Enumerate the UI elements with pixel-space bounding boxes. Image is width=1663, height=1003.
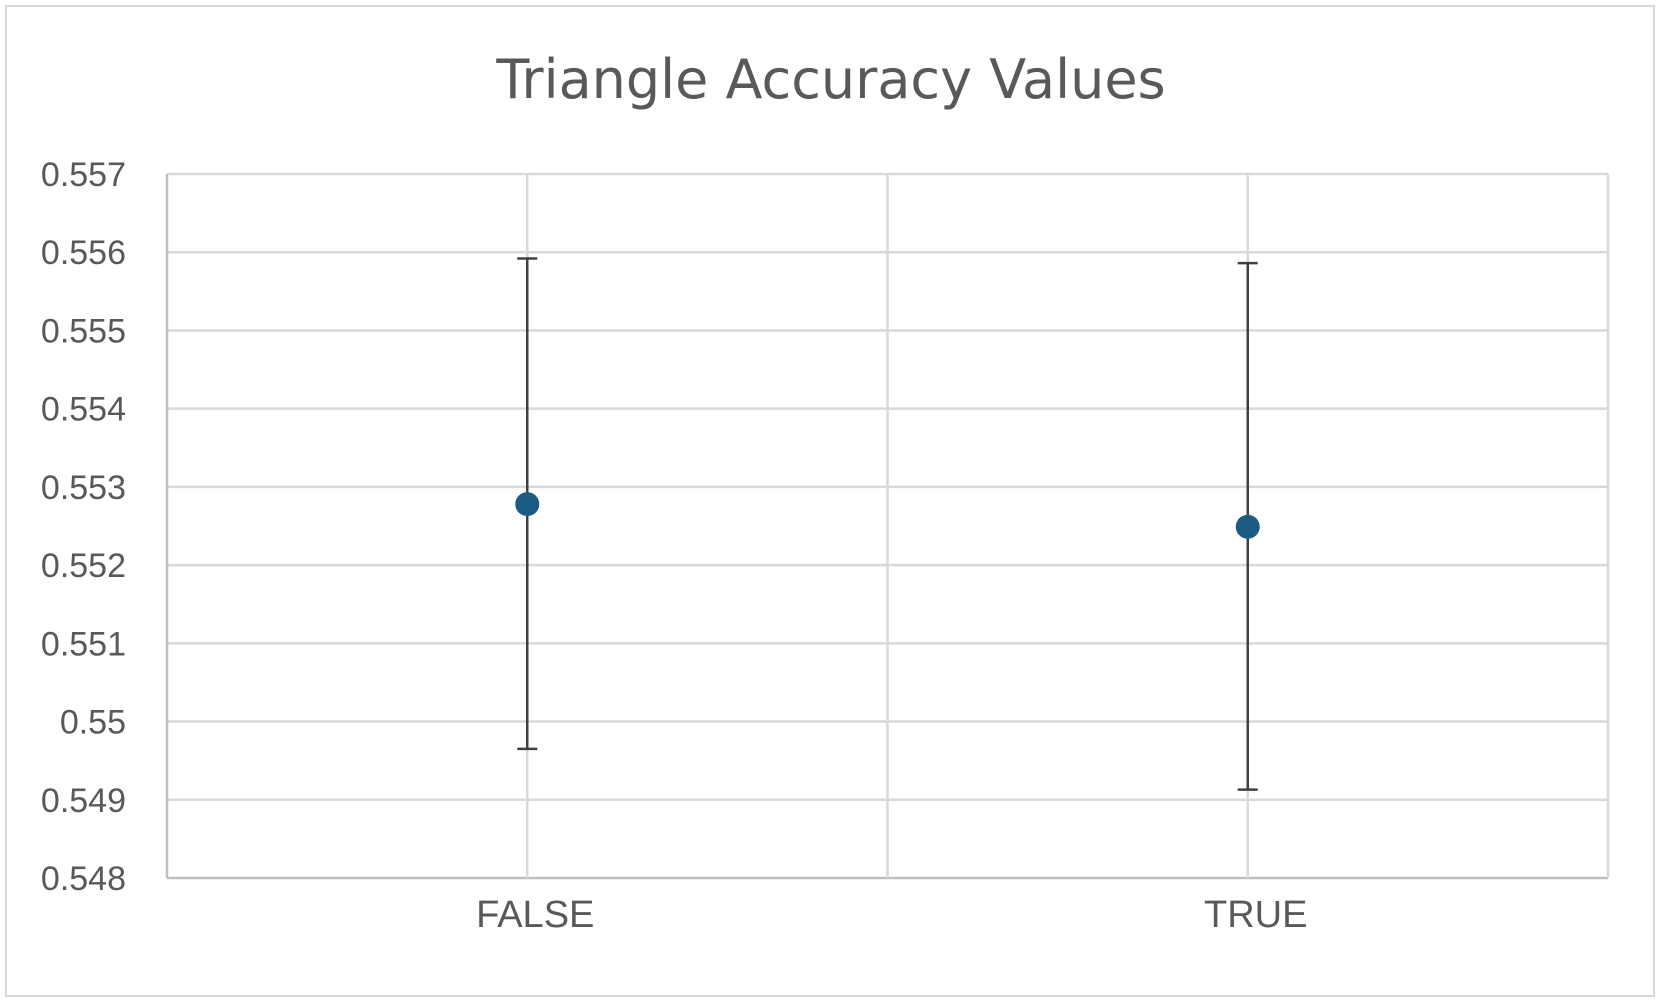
y-tick-label: 0.555 <box>41 312 126 350</box>
y-tick-label: 0.551 <box>41 625 126 663</box>
y-tick-label: 0.55 <box>60 704 126 742</box>
y-tick-label: 0.552 <box>41 547 126 585</box>
y-tick-label: 0.556 <box>41 234 126 272</box>
chart-title: Triangle Accuracy Values <box>495 48 1165 111</box>
y-tick-label: 0.557 <box>41 156 126 194</box>
y-tick-label: 0.548 <box>41 860 126 898</box>
y-tick-label: 0.554 <box>41 391 126 429</box>
y-axis-ticks: 0.548 0.549 0.55 0.551 0.552 0.553 0.554 0.555 0… <box>41 156 126 898</box>
x-category-label: FALSE <box>476 894 594 936</box>
data-marks <box>515 257 1260 791</box>
y-tick-label: 0.553 <box>41 469 126 507</box>
data-point <box>515 492 540 517</box>
y-tick-label: 0.549 <box>41 782 126 820</box>
x-category-label: TRUE <box>1204 894 1307 936</box>
chart-frame <box>5 5 1655 997</box>
data-point <box>1235 514 1260 539</box>
x-axis-categories: FALSE TRUE <box>476 894 1307 936</box>
grid-layer <box>165 172 1610 880</box>
